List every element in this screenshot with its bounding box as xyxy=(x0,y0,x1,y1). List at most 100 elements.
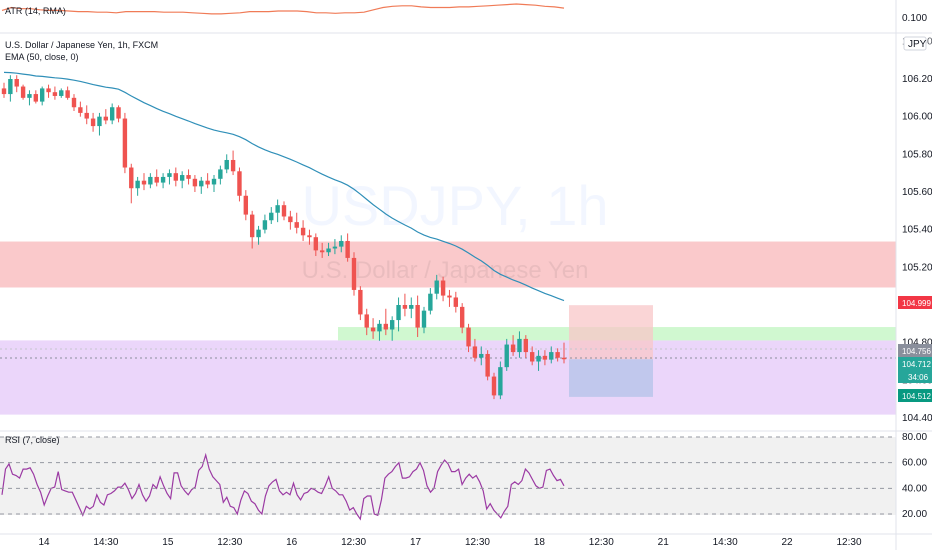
time-tick-label: 12:30 xyxy=(836,537,861,548)
candle-body xyxy=(319,250,325,253)
candle-body xyxy=(396,305,401,321)
candle-body xyxy=(71,97,77,108)
price-tick-label: 106.200 xyxy=(902,74,932,85)
candle-body xyxy=(65,90,70,98)
candle-body xyxy=(491,376,497,396)
candle-body xyxy=(148,176,153,185)
candle-body xyxy=(370,327,376,332)
candle-body xyxy=(46,88,51,93)
time-tick-label: 12:30 xyxy=(465,537,490,548)
candle-body xyxy=(256,229,261,238)
time-axis[interactable]: 14 14:30 15 12:30 16 12:30 17 12:30 18 12:30 21 14:… xyxy=(38,537,862,548)
candle-body xyxy=(415,305,420,328)
svg-text:JPY: JPY xyxy=(908,39,927,50)
candle-body xyxy=(160,176,166,183)
candle-body xyxy=(179,175,185,181)
position-target-zone[interactable] xyxy=(569,359,653,397)
svg-text:34:06: 34:06 xyxy=(908,373,929,382)
atr-axis-label: 0.100 xyxy=(902,13,927,24)
rsi-band xyxy=(0,437,896,515)
time-tick-label: 15 xyxy=(162,537,174,548)
candle-body xyxy=(59,90,64,96)
candle-body xyxy=(186,175,191,179)
rsi-levels xyxy=(0,436,896,515)
time-tick-label: 16 xyxy=(286,537,298,548)
candle-body xyxy=(453,297,459,307)
candle-body xyxy=(409,305,414,309)
time-tick-label: 14 xyxy=(38,537,50,548)
rsi-tick-label: 40.00 xyxy=(902,483,927,494)
symbol-title[interactable]: U.S. Dollar / Japanese Yen, 1h, FXCM xyxy=(5,40,158,50)
price-tick-label: 106.000 xyxy=(902,112,932,123)
candle-body xyxy=(523,338,529,353)
ema-legend[interactable]: EMA (50, close, 0) xyxy=(5,52,79,62)
atr-legend[interactable]: ATR (14, RMA) xyxy=(5,6,66,16)
candle-body xyxy=(561,357,567,360)
rsi-tick-label: 20.00 xyxy=(902,509,927,520)
candle-body xyxy=(109,107,115,121)
candle-body xyxy=(1,88,7,95)
candle-body xyxy=(199,180,204,187)
zone-support-low xyxy=(0,340,896,415)
sell-price-label: 104.999 xyxy=(898,296,932,309)
rsi-axis[interactable]: 80.00 60.00 40.00 20.00 xyxy=(902,432,927,520)
candle-body xyxy=(472,346,478,358)
candle-body xyxy=(383,323,389,330)
price-zones xyxy=(0,241,896,415)
candle-body xyxy=(466,327,471,347)
candle-body xyxy=(205,180,210,185)
price-tick-label: 105.800 xyxy=(902,149,932,160)
candle-body xyxy=(428,293,433,311)
price-tick-label: 105.200 xyxy=(902,262,932,273)
candle-body xyxy=(14,79,19,87)
candle-body xyxy=(39,88,45,102)
candle-body xyxy=(351,257,357,290)
candle-body xyxy=(447,295,452,298)
candle-body xyxy=(555,352,560,358)
candle-body xyxy=(224,159,229,170)
time-tick-label: 12:30 xyxy=(217,537,242,548)
atr-line xyxy=(1,3,565,15)
price-tick-label: 104.400 xyxy=(902,413,932,424)
candle-body xyxy=(218,169,223,179)
candle-body xyxy=(154,176,159,183)
candle-body xyxy=(364,314,369,328)
candle-body xyxy=(173,173,179,181)
candle-body xyxy=(288,216,293,223)
candle-body xyxy=(33,94,39,102)
candle-body xyxy=(377,323,382,332)
rsi-legend[interactable]: RSI (7, close) xyxy=(5,435,60,445)
candle-body xyxy=(27,94,32,98)
candle-body xyxy=(52,92,58,96)
candle-body xyxy=(116,107,121,119)
candle-body xyxy=(485,353,490,377)
time-tick-label: 22 xyxy=(782,537,794,548)
candle-body xyxy=(307,235,312,238)
candle-body xyxy=(243,195,249,215)
current-price-label: 104.712 xyxy=(898,357,932,370)
svg-text:104.712: 104.712 xyxy=(902,360,931,369)
rsi-tick-label: 80.00 xyxy=(902,432,927,443)
candle-body xyxy=(78,107,83,113)
candle-body xyxy=(300,227,306,236)
candle-body xyxy=(281,205,287,217)
candle-body xyxy=(434,280,439,294)
candle-body xyxy=(275,205,280,213)
price-tick-label: 105.400 xyxy=(902,225,932,236)
rsi-line xyxy=(1,452,565,521)
time-tick-label: 14:30 xyxy=(713,537,738,548)
candle-body xyxy=(262,220,268,230)
time-tick-label: 21 xyxy=(658,537,670,548)
watermark-symbol: USDJPY, 1h xyxy=(301,174,608,237)
candle-body xyxy=(294,222,299,228)
candle-body xyxy=(237,171,242,196)
svg-text:104.756: 104.756 xyxy=(902,347,931,356)
ema-line xyxy=(3,71,565,302)
candle-body xyxy=(84,112,89,119)
position-tool[interactable] xyxy=(569,305,653,397)
candle-body xyxy=(542,355,548,360)
candle-body xyxy=(332,246,338,249)
candlestick-series xyxy=(1,75,567,400)
position-stop-zone[interactable] xyxy=(569,305,653,360)
